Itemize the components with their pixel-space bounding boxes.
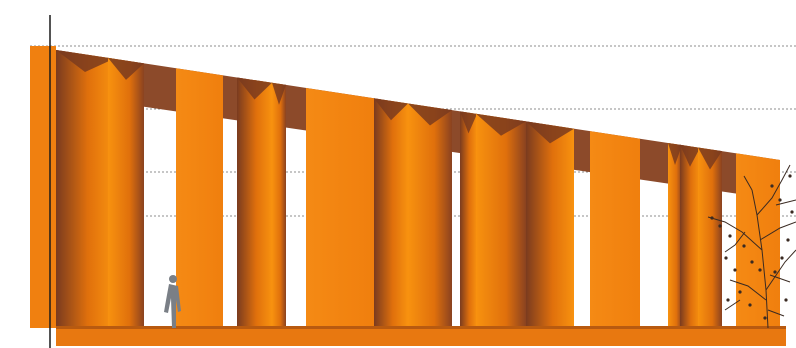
fin-soffit-4: [237, 77, 272, 100]
tree-leaf-19: [724, 256, 728, 260]
fin-soffit-15: [698, 147, 722, 170]
fins-group: [56, 49, 780, 329]
tree-branch-6: [759, 221, 796, 241]
tree-leaf-6: [758, 268, 762, 272]
tree-branch-4: [756, 164, 791, 216]
fin-soffit-1: [56, 49, 114, 72]
tree-leaf-15: [748, 303, 752, 307]
fin-12: [590, 131, 640, 328]
fin-soffit-13: [668, 142, 682, 165]
tree-leaf-11: [770, 184, 774, 188]
fin-14: [680, 144, 700, 328]
tree-branch-7: [729, 279, 767, 301]
tree-leaf-8: [780, 256, 784, 260]
base-slab-edge: [56, 326, 786, 329]
fin-5: [272, 82, 286, 328]
fin-soffit-11: [526, 121, 574, 144]
fin-soffit-14: [680, 144, 700, 167]
tree-leaf-13: [738, 290, 742, 294]
tree-branch-3: [707, 216, 763, 251]
fin-15: [698, 147, 722, 328]
base-slab: [56, 328, 786, 346]
tree-leaf-14: [726, 298, 730, 302]
fin-soffit-8: [408, 103, 452, 126]
fin-soffit-9: [460, 111, 477, 134]
tree-leaf-9: [786, 238, 790, 242]
tree-branch-9: [724, 231, 746, 253]
tree-leaf-16: [763, 316, 767, 320]
tree-branch-12: [767, 309, 785, 317]
fin-16: [736, 153, 780, 328]
tree-leaf-18: [733, 268, 737, 272]
tree-leaf-4: [742, 244, 746, 248]
fin-8: [408, 103, 452, 329]
tree-branch-8: [769, 274, 791, 283]
tree-leaf-12: [788, 174, 792, 178]
tree-leaf-17: [784, 298, 788, 302]
fin-3: [176, 68, 223, 328]
fin-6: [306, 87, 374, 329]
tree-leaf-5: [750, 260, 754, 264]
tree-leaf-20: [790, 210, 794, 214]
fin-10: [476, 113, 526, 329]
tree-branch-2: [765, 249, 796, 291]
fin-soffit-10: [476, 113, 526, 136]
fin-11: [526, 121, 574, 328]
fin-4: [237, 77, 272, 329]
tree-leaf-2: [718, 224, 722, 228]
tree-sketch: [707, 164, 796, 329]
fin-soffit-7: [374, 98, 408, 121]
tree-leaf-3: [728, 234, 732, 238]
tree-branch-5: [743, 175, 753, 191]
fin-2: [108, 57, 144, 329]
fin-1: [56, 49, 114, 329]
tree-leaf-10: [778, 198, 782, 202]
person-figure: [164, 275, 181, 328]
tree-branch-11: [724, 299, 741, 311]
fin-13: [668, 142, 682, 328]
tree-leaf-1: [710, 216, 714, 220]
fin-9: [460, 111, 477, 328]
fin-7: [374, 98, 408, 329]
fin-soffit-2: [108, 57, 144, 80]
fin-soffit-5: [272, 82, 286, 105]
tree-leaf-7: [773, 270, 777, 274]
tree-branch-10: [775, 199, 796, 206]
